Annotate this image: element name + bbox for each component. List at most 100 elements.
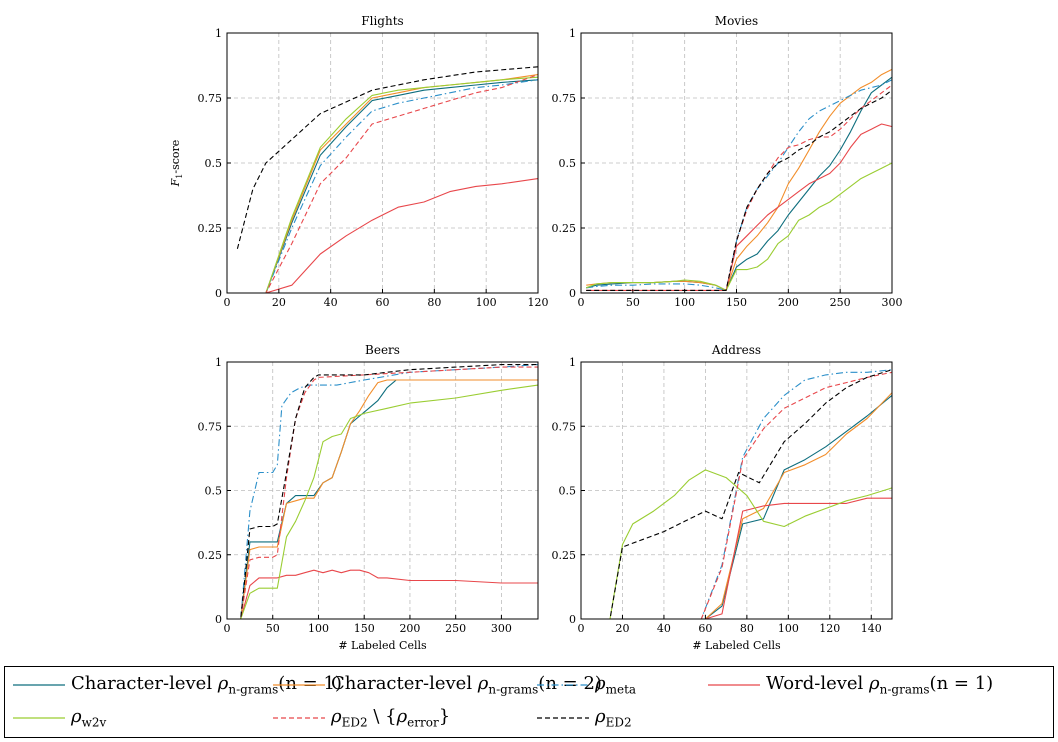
legend-swatch — [273, 684, 325, 686]
series-line-char1 — [240, 79, 539, 294]
series-line-char2 — [227, 379, 538, 620]
x-tick-label: 120 — [819, 622, 840, 635]
x-tick-label: 60 — [376, 296, 390, 309]
x-tick-label: 150 — [354, 622, 375, 635]
y-tick-label: 1 — [215, 27, 222, 40]
legend-swatch — [708, 684, 760, 686]
x-tick-label: 80 — [427, 296, 441, 309]
y-tick-label: 0.75 — [198, 420, 223, 433]
x-tick-label: 20 — [615, 622, 629, 635]
y-tick-label: 0.5 — [205, 157, 223, 170]
x-tick-label: 0 — [224, 296, 231, 309]
legend-swatch — [537, 717, 589, 719]
y-tick-label: 1 — [569, 356, 576, 369]
series-line-char2 — [240, 74, 539, 294]
plot-movies: 0 50 100 150 200 250 300 0 0.25 0.5 0.75 1 Movies — [552, 14, 903, 309]
x-tick-label: 140 — [861, 622, 882, 635]
y-tick-label: 0.5 — [205, 485, 223, 498]
series-line-ed2 — [586, 89, 893, 291]
legend-label: Character-level ρn-grams(n = 1) — [71, 673, 342, 697]
y-tick-label: 1 — [215, 356, 222, 369]
x-tick-label: 300 — [882, 296, 903, 309]
y-tick-label: 0.5 — [559, 157, 577, 170]
series-line-char2 — [586, 68, 893, 291]
x-tick-label: 250 — [830, 296, 851, 309]
x-tick-label: 40 — [657, 622, 671, 635]
y-tick-label: 1 — [569, 27, 576, 40]
legend-label: Word-level ρn-grams(n = 1) — [766, 673, 994, 697]
y-tick-label: 0.25 — [198, 222, 223, 235]
x-tick-label: 50 — [626, 296, 640, 309]
x-tick-label: 0 — [578, 622, 585, 635]
x-tick-label: 0 — [578, 296, 585, 309]
series-line-word1 — [581, 497, 892, 620]
x-tick-label: 40 — [324, 296, 338, 309]
series-line-char1 — [227, 379, 538, 620]
legend-label: ρED2 \ {ρerror} — [331, 706, 451, 730]
x-tick-label: 50 — [266, 622, 280, 635]
plot-title: Movies — [715, 14, 758, 28]
series-line-word1 — [240, 178, 539, 294]
series-line-ed2minus — [240, 74, 539, 294]
legend-swatch — [13, 717, 65, 719]
series-line-word1 — [586, 123, 893, 291]
legend-item-ed2minus: ρED2 \ {ρerror} — [273, 703, 450, 733]
legend-swatch — [13, 684, 65, 686]
series-line-ed2minus — [227, 366, 538, 620]
x-tick-label: 300 — [491, 622, 512, 635]
x-tick-label: 20 — [272, 296, 286, 309]
series-line-ed2minus — [581, 371, 893, 620]
series-line-char1 — [581, 394, 893, 620]
y-tick-label: 0.25 — [552, 549, 577, 562]
y-axis-label: F1-score — [169, 140, 184, 188]
plot-title: Beers — [365, 343, 400, 357]
y-tick-label: 0.75 — [552, 420, 577, 433]
legend-item-w2v: ρw2v — [13, 703, 106, 733]
series-line-ed2 — [227, 364, 538, 620]
y-tick-label: 0.25 — [552, 222, 577, 235]
x-axis-label: # Labeled Cells — [692, 639, 781, 652]
y-tick-label: 0.75 — [198, 92, 223, 105]
y-tick-label: 0.75 — [552, 92, 577, 105]
legend-label: ρED2 — [595, 706, 632, 730]
x-tick-label: 150 — [726, 296, 747, 309]
legend-swatch — [537, 684, 589, 686]
legend: Character-level ρn-grams(n = 1) Character… — [4, 666, 1054, 738]
y-tick-label: 0 — [215, 613, 222, 626]
x-tick-label: 0 — [224, 622, 231, 635]
legend-item-ed2: ρED2 — [537, 703, 632, 733]
legend-label: Character-level ρn-grams(n = 2) — [331, 673, 602, 697]
x-tick-label: 200 — [778, 296, 799, 309]
series-line-word1 — [227, 569, 538, 620]
x-tick-label: 100 — [308, 622, 329, 635]
legend-item-char2: Character-level ρn-grams(n = 2) — [273, 670, 602, 700]
x-tick-label: 100 — [476, 296, 497, 309]
y-tick-label: 0 — [215, 287, 222, 300]
series-line-meta — [240, 79, 539, 294]
legend-swatch — [273, 717, 325, 719]
plot-beers: 0 50 100 150 200 250 300 0 0.25 0.5 0.75 1 Beers # La… — [198, 343, 539, 652]
series-line-w2v — [586, 162, 893, 291]
y-tick-label: 0.25 — [198, 549, 223, 562]
legend-label: ρmeta — [595, 673, 637, 697]
series-line-char2 — [581, 392, 893, 620]
plot-flights: 0 20 40 60 80 100 120 0 0.25 0.5 0.75 1 Flights F1-sc… — [169, 14, 549, 309]
plot-title: Address — [711, 343, 761, 357]
x-tick-label: 100 — [674, 296, 695, 309]
series-line-w2v — [227, 384, 539, 620]
y-tick-label: 0 — [569, 613, 576, 626]
series-line-ed2 — [581, 369, 893, 620]
x-tick-label: 60 — [698, 622, 712, 635]
legend-item-meta: ρmeta — [537, 670, 636, 700]
series-line-ed2minus — [586, 84, 893, 291]
legend-label: ρw2v — [71, 706, 107, 730]
series-line-char1 — [586, 76, 893, 291]
legend-item-word1: Word-level ρn-grams(n = 1) — [708, 670, 993, 700]
series-line-meta — [586, 79, 893, 291]
series-line-w2v — [240, 76, 539, 294]
series-line-ed2 — [236, 66, 539, 249]
plot-address: 0 20 40 60 80 100 120 140 0 0.25 0.5 0.75 1 Address # … — [552, 343, 893, 652]
x-axis-label: # Labeled Cells — [338, 639, 427, 652]
series-line-meta — [227, 364, 539, 620]
